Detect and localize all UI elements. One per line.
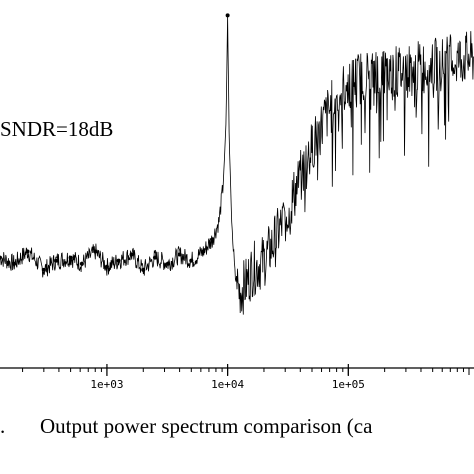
data-markers	[0, 13, 230, 272]
data-point-marker	[0, 255, 2, 260]
data-point-marker	[116, 258, 121, 263]
data-point-marker	[41, 267, 46, 272]
data-point-marker	[54, 258, 59, 263]
caption-prefix: .	[0, 414, 5, 438]
data-point-marker	[165, 261, 170, 266]
data-point-marker	[177, 252, 182, 257]
x-axis-major-ticks: 1e+03 1e+04 1e+05	[90, 364, 365, 391]
x-tick-label: 1e+05	[332, 378, 365, 391]
data-point-marker	[141, 267, 146, 272]
x-tick-label: 1e+03	[90, 378, 123, 391]
data-point-marker	[25, 249, 30, 254]
data-point-marker	[152, 255, 157, 260]
data-point-marker	[93, 249, 98, 254]
figure-caption: Output power spectrum comparison (ca	[40, 414, 373, 438]
data-point-marker	[210, 237, 215, 242]
data-point-marker	[189, 258, 194, 263]
plot-area	[0, 15, 474, 315]
data-point-marker	[104, 264, 109, 269]
data-point-marker	[225, 13, 230, 18]
data-point-marker	[201, 249, 206, 254]
data-point-marker	[129, 252, 134, 257]
x-axis-minor-ticks	[22, 368, 470, 375]
data-point-marker	[12, 261, 17, 266]
data-point-marker	[68, 255, 73, 260]
x-tick-label: 1e+04	[211, 378, 244, 391]
spectrum-line	[0, 15, 474, 315]
data-point-marker	[79, 261, 84, 266]
sndr-annotation: SNDR=18dB	[0, 117, 113, 141]
